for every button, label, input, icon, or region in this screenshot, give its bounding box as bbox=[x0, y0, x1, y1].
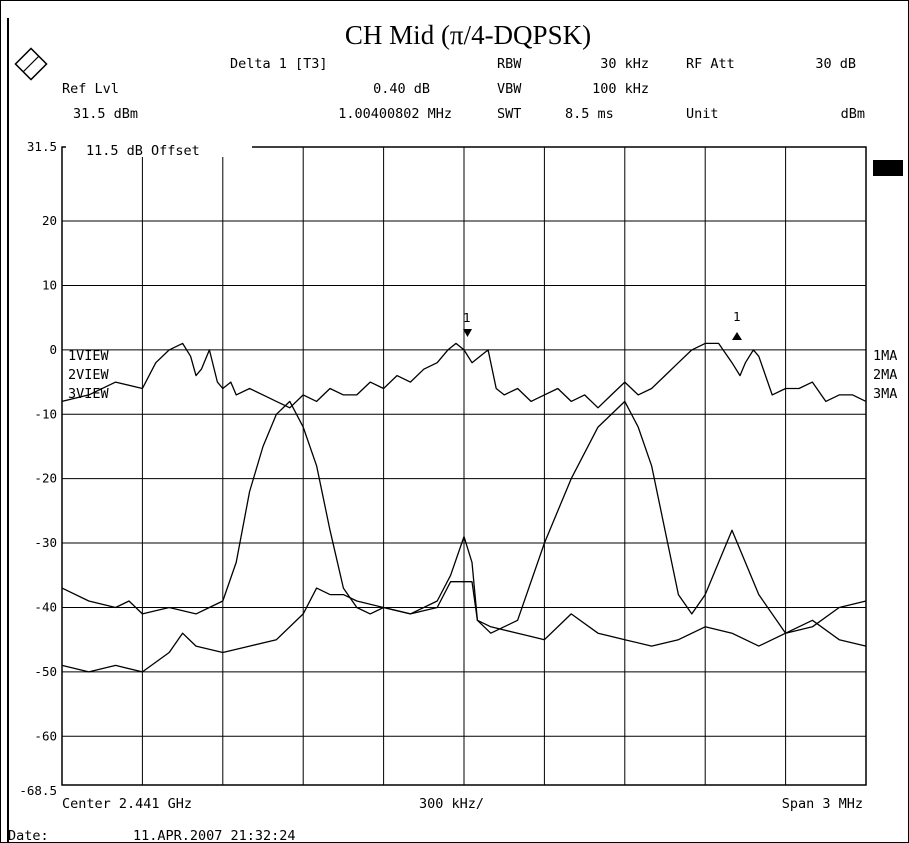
swt-value: 8.5 ms bbox=[565, 106, 614, 122]
trace-mode-label-3: 3MA bbox=[873, 386, 897, 402]
y-tick-label: 0 bbox=[49, 342, 57, 357]
rbw-label: RBW bbox=[497, 56, 522, 72]
date-label: Date: bbox=[8, 828, 49, 843]
delta-frequency-value: 1.00400802 MHz bbox=[338, 106, 452, 122]
y-axis-ticks: 31.5 20 10 0 -10 -20 -30 -40 -50 -60 -68.5 bbox=[19, 139, 57, 798]
delta-marker-number: 1 bbox=[463, 310, 471, 325]
y-tick-label: 10 bbox=[42, 277, 57, 292]
y-tick-label: -50 bbox=[34, 664, 57, 679]
chart-title: CH Mid (π/4-DQPSK) bbox=[345, 20, 591, 50]
trace-line-3 bbox=[61, 581, 867, 673]
offset-label: 11.5 dB Offset bbox=[86, 143, 200, 159]
trace-mode-label-2: 2MA bbox=[873, 367, 897, 383]
delta-marker: 1 bbox=[463, 310, 472, 337]
y-tick-label: -40 bbox=[34, 599, 57, 614]
unit-label: Unit bbox=[686, 106, 719, 122]
center-frequency: Center 2.441 GHz bbox=[62, 796, 192, 812]
y-tick-label: -30 bbox=[34, 535, 57, 550]
trace-label-3: 3VIEW bbox=[68, 386, 110, 402]
y-tick-label: -10 bbox=[34, 406, 57, 421]
date-value: 11.APR.2007 21:32:24 bbox=[133, 828, 296, 843]
offset-label-bg bbox=[66, 143, 252, 157]
plot-grid bbox=[61, 146, 867, 786]
rbw-value: 30 kHz bbox=[600, 56, 649, 72]
y-tick-label: -20 bbox=[34, 471, 57, 486]
status-bar-block bbox=[873, 160, 903, 176]
marker-1: 1 bbox=[732, 309, 742, 340]
rs-logo-icon bbox=[14, 47, 48, 81]
rf-att-label: RF Att bbox=[686, 56, 735, 72]
trace-mode-label-1: 1MA bbox=[873, 348, 897, 364]
trace-line-2 bbox=[61, 400, 867, 634]
trace-label-1: 1VIEW bbox=[68, 348, 110, 364]
y-tick-label: -68.5 bbox=[19, 783, 57, 798]
frequency-per-division: 300 kHz/ bbox=[419, 796, 484, 812]
ref-level-label: Ref Lvl bbox=[62, 81, 119, 97]
unit-value: dBm bbox=[841, 106, 865, 122]
vbw-value: 100 kHz bbox=[592, 81, 649, 97]
ref-level-value: 31.5 dBm bbox=[73, 106, 138, 122]
trace-line-1 bbox=[61, 342, 867, 409]
marker-1-number: 1 bbox=[733, 309, 741, 324]
y-tick-label: -60 bbox=[34, 728, 57, 743]
frequency-span: Span 3 MHz bbox=[782, 796, 863, 812]
trace-label-2: 2VIEW bbox=[68, 367, 110, 383]
trace-lines bbox=[61, 342, 867, 673]
delta-marker-label: Delta 1 [T3] bbox=[230, 56, 328, 72]
y-tick-label: 20 bbox=[42, 213, 57, 228]
vbw-label: VBW bbox=[497, 81, 522, 97]
y-tick-label: 31.5 bbox=[27, 139, 57, 154]
delta-level-value: 0.40 dB bbox=[373, 81, 430, 97]
swt-label: SWT bbox=[497, 106, 521, 122]
rf-att-value: 30 dB bbox=[815, 56, 856, 72]
